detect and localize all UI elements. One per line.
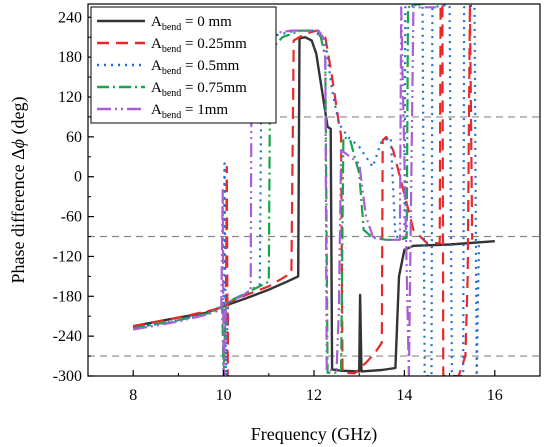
y-tick-label: 240 [58, 9, 82, 26]
y-tick-label: -180 [53, 288, 82, 305]
legend: Abend = 0 mm Abend = 0.25mm Abend = 0.5mm A… [90, 6, 277, 124]
x-axis: 8 10 12 14 16 [87, 370, 541, 404]
y-tick-label: -300 [53, 368, 82, 385]
y-tick-label: 120 [58, 89, 82, 106]
series-line-2 [133, 4, 481, 376]
y-axis-title-phi: ϕ [8, 139, 28, 148]
series-line-0 [132, 36, 495, 373]
y-tick-label: 180 [58, 49, 82, 66]
legend-label-4: Abend = 1mm [151, 102, 228, 121]
series-line-3 [133, 4, 438, 376]
y-axis-title-unit: (deg) [8, 97, 29, 139]
legend-label-0: Abend = 0 mm [151, 14, 232, 33]
legend-box [90, 6, 277, 124]
x-tick-label: 16 [487, 387, 503, 404]
y-axis: -300 -240 -180 -120 -60 0 60 120 180 240 [53, 9, 94, 385]
y-tick-label: 60 [66, 129, 82, 146]
y-axis-title: Phase difference Δϕ (deg) [8, 97, 29, 284]
series-layer [132, 4, 495, 376]
y-tick-label: -240 [53, 328, 82, 345]
x-tick-label: 12 [306, 387, 322, 404]
y-axis-title-text: Phase difference Δ [8, 148, 28, 283]
x-tick-label: 14 [396, 387, 412, 404]
x-axis-title: Frequency (GHz) [251, 424, 377, 445]
x-tick-label: 10 [216, 387, 232, 404]
y-tick-label: -120 [53, 248, 82, 265]
legend-label-3: Abend = 0.75mm [151, 80, 247, 99]
x-tick-label: 8 [129, 387, 137, 404]
y-tick-label: 0 [74, 169, 82, 186]
legend-label-1: Abend = 0.25mm [151, 36, 247, 55]
y-tick-label: -60 [61, 209, 82, 226]
series-line-4 [133, 6, 436, 376]
legend-label-2: Abend = 0.5mm [151, 58, 240, 77]
